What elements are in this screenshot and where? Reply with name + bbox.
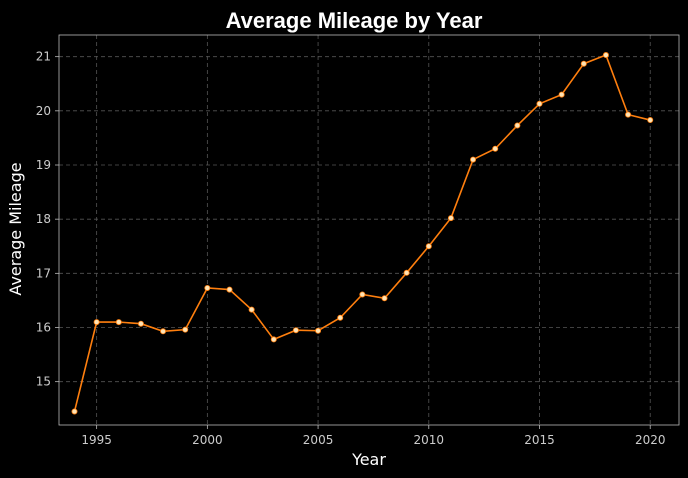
data-point <box>204 284 211 291</box>
data-point <box>558 91 565 98</box>
data-point <box>93 319 100 326</box>
x-tick-label: 2015 <box>524 433 555 447</box>
series-markers <box>71 52 654 415</box>
data-point <box>647 117 654 124</box>
data-point <box>182 326 189 333</box>
data-point <box>315 327 322 334</box>
data-point <box>226 286 233 293</box>
grid <box>59 35 679 425</box>
data-point <box>337 314 344 321</box>
x-tick-label: 2005 <box>303 433 334 447</box>
data-point <box>447 215 454 222</box>
data-point <box>71 408 78 415</box>
data-point <box>270 336 277 343</box>
x-tick-label: 1995 <box>81 433 112 447</box>
y-tick-label: 17 <box>36 266 51 280</box>
y-axis-ticks: 15 16 17 18 19 20 21 <box>36 50 59 389</box>
data-point <box>248 306 255 313</box>
data-point <box>470 156 477 163</box>
data-point <box>602 52 609 59</box>
data-point <box>292 327 299 334</box>
x-tick-label: 2010 <box>414 433 445 447</box>
data-point <box>425 243 432 250</box>
data-point <box>492 145 499 152</box>
plot-frame <box>58 34 680 426</box>
data-point <box>381 295 388 302</box>
data-point <box>514 122 521 129</box>
x-tick-label: 2000 <box>192 433 223 447</box>
y-tick-label: 18 <box>36 212 51 226</box>
y-tick-label: 19 <box>36 158 51 172</box>
x-axis-label: Year <box>351 450 386 469</box>
data-point <box>115 319 122 326</box>
x-axis-ticks: 1995 2000 2005 2010 2015 2020 <box>81 425 665 447</box>
data-point <box>580 60 587 67</box>
y-tick-label: 21 <box>36 50 51 64</box>
data-point <box>625 111 632 118</box>
y-tick-label: 15 <box>36 375 51 389</box>
x-tick-label: 2020 <box>635 433 666 447</box>
y-tick-label: 16 <box>36 321 51 335</box>
y-axis-label: Average Mileage <box>6 162 25 295</box>
data-point <box>536 100 543 107</box>
data-point <box>137 320 144 327</box>
y-tick-label: 20 <box>36 104 51 118</box>
data-point <box>160 328 167 335</box>
data-point <box>403 269 410 276</box>
data-point <box>359 291 366 298</box>
chart-title: Average Mileage by Year <box>226 8 483 33</box>
